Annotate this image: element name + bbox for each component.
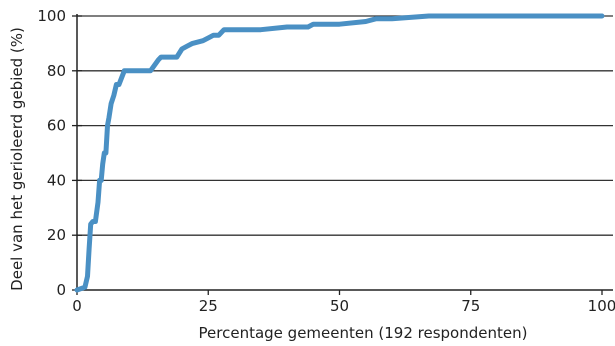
x-tick-label-100: 100: [588, 297, 615, 315]
x-tick-label-0: 0: [72, 297, 82, 315]
y-tick-label-60: 60: [47, 117, 66, 135]
y-tick-label-80: 80: [47, 62, 66, 80]
y-tick-label-0: 0: [56, 281, 66, 299]
tick-labels: 0 20 40 60 80 100 0 25 50 75 100: [37, 7, 615, 315]
y-tick-label-40: 40: [47, 171, 66, 189]
series-layer: [74, 13, 605, 293]
y-tick-label-100: 100: [37, 7, 66, 25]
series-line-0: [74, 13, 605, 293]
x-tick-label-25: 25: [199, 297, 218, 315]
x-tick-label-50: 50: [330, 297, 349, 315]
axes: [72, 14, 613, 295]
x-axis-title: Percentage gemeenten (192 respondenten): [199, 324, 528, 342]
x-tick-label-75: 75: [461, 297, 480, 315]
y-tick-label-20: 20: [47, 226, 66, 244]
y-axis-title: Deel van het gerioleerd gebied (%): [8, 27, 26, 291]
gridlines: [77, 15, 613, 236]
